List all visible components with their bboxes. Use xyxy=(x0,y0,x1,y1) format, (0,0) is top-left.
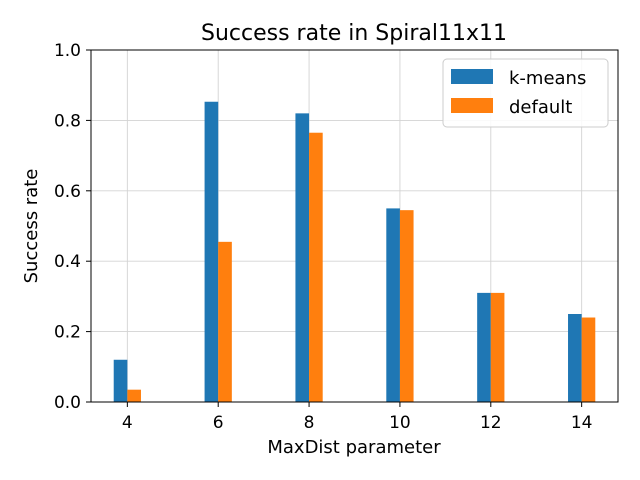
bar-k-means-10 xyxy=(386,208,400,402)
bar-default-10 xyxy=(399,210,414,402)
x-tick-label-5: 14 xyxy=(571,413,593,433)
legend-swatch-k-means xyxy=(451,69,493,84)
y-tick-label-0: 0.0 xyxy=(54,393,81,413)
y-tick-label-3: 0.6 xyxy=(54,182,81,202)
x-tick-label-3: 10 xyxy=(389,413,411,433)
bar-default-6 xyxy=(218,241,232,402)
bar-k-means-12 xyxy=(477,292,491,402)
legend-label-k-means: k-means xyxy=(509,68,586,89)
bar-k-means-4 xyxy=(113,359,128,402)
bar-default-4 xyxy=(127,389,141,402)
bar-default-8 xyxy=(309,132,323,402)
y-tick-label-5: 1.0 xyxy=(54,41,81,61)
ticks: 4 6 8 10 12 14 0.0 0.2 0.4 0.6 0.8 1.0 xyxy=(54,41,593,433)
y-tick-label-2: 0.4 xyxy=(54,252,81,272)
x-tick-label-0: 4 xyxy=(122,413,133,433)
x-axis-label: MaxDist parameter xyxy=(267,437,441,458)
legend-swatch-default xyxy=(451,98,493,113)
plot-frame xyxy=(90,49,619,403)
bar-k-means-6 xyxy=(204,101,219,402)
bar-k-means-14 xyxy=(568,314,582,402)
legend: k-means default xyxy=(442,58,609,128)
legend-label-default: default xyxy=(509,97,572,118)
x-tick-label-1: 6 xyxy=(213,413,224,433)
bar-default-14 xyxy=(581,317,596,402)
bars xyxy=(113,101,596,403)
x-tick-label-4: 12 xyxy=(480,413,502,433)
y-tick-label-4: 0.8 xyxy=(54,111,81,131)
y-axis-label: Success rate xyxy=(21,169,42,284)
chart-title: Success rate in Spiral11x11 xyxy=(201,21,507,46)
bar-default-12 xyxy=(490,292,505,402)
bar-k-means-8 xyxy=(295,113,310,403)
y-tick-label-1: 0.2 xyxy=(54,323,81,343)
x-tick-label-2: 8 xyxy=(304,413,315,433)
